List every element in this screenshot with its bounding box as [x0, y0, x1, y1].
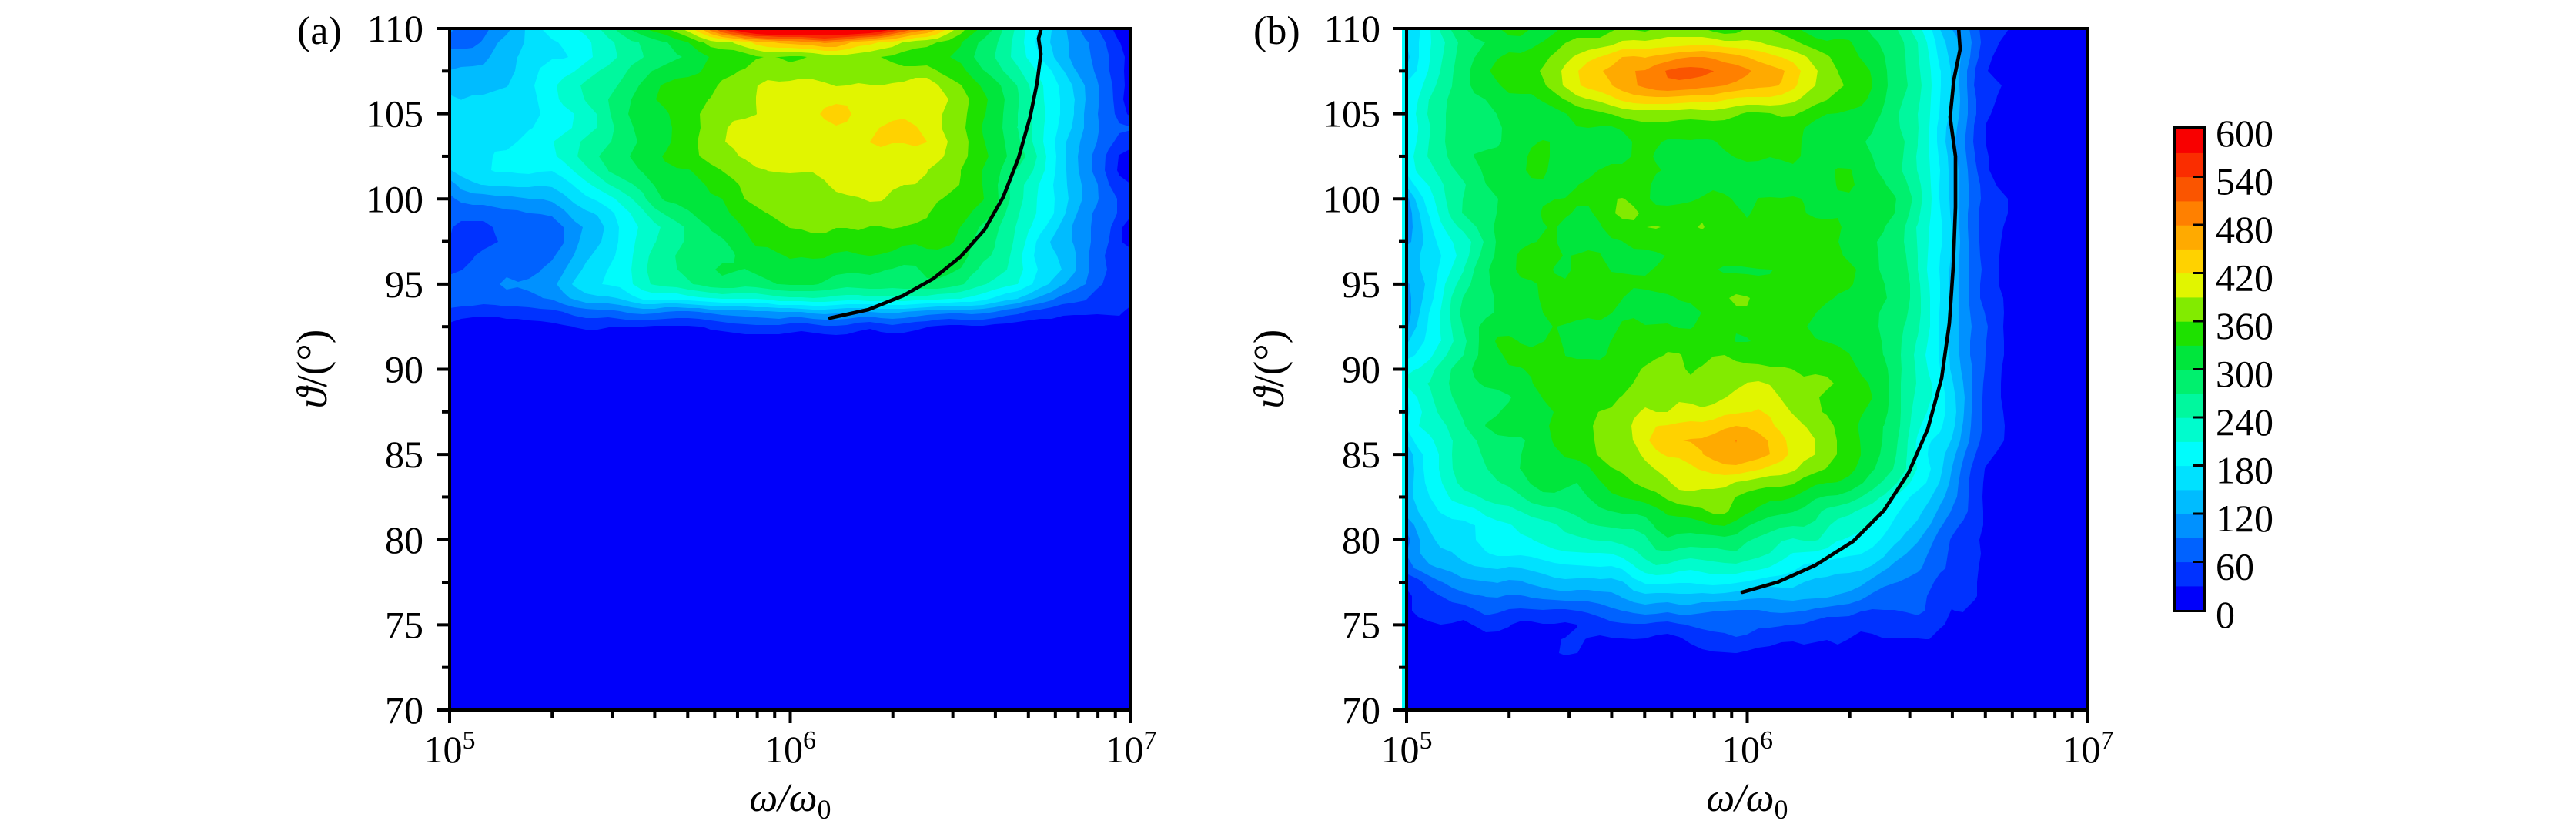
- svg-text:85: 85: [385, 433, 423, 476]
- svg-text:100: 100: [366, 177, 423, 220]
- svg-text:85: 85: [1342, 433, 1380, 476]
- svg-text:ϑ/(°): ϑ/(°): [289, 330, 336, 409]
- svg-text:600: 600: [2216, 112, 2273, 155]
- svg-text:107: 107: [1106, 726, 1157, 771]
- svg-text:80: 80: [385, 518, 423, 561]
- svg-text:95: 95: [1342, 263, 1380, 306]
- svg-text:60: 60: [2216, 545, 2254, 588]
- svg-text:106: 106: [764, 726, 816, 771]
- svg-text:75: 75: [385, 603, 423, 646]
- svg-text:(a): (a): [297, 9, 342, 53]
- svg-text:ω/ω0: ω/ω0: [1707, 776, 1788, 825]
- svg-text:90: 90: [1342, 348, 1380, 391]
- svg-text:ω/ω0: ω/ω0: [750, 776, 831, 825]
- svg-text:0: 0: [2216, 593, 2235, 636]
- svg-text:300: 300: [2216, 353, 2273, 396]
- svg-text:100: 100: [1323, 177, 1380, 220]
- svg-text:360: 360: [2216, 304, 2273, 347]
- svg-text:70: 70: [1342, 688, 1380, 732]
- svg-text:80: 80: [1342, 518, 1380, 561]
- svg-text:105: 105: [1381, 726, 1433, 771]
- svg-text:105: 105: [1323, 92, 1380, 136]
- svg-text:105: 105: [424, 726, 476, 771]
- svg-text:107: 107: [2062, 726, 2114, 771]
- svg-text:75: 75: [1342, 603, 1380, 646]
- svg-text:70: 70: [385, 688, 423, 732]
- svg-text:(b): (b): [1253, 9, 1300, 53]
- svg-text:90: 90: [385, 348, 423, 391]
- svg-text:420: 420: [2216, 256, 2273, 300]
- svg-text:ϑ/(°): ϑ/(°): [1246, 330, 1293, 409]
- svg-text:120: 120: [2216, 497, 2273, 540]
- svg-text:110: 110: [367, 7, 423, 50]
- svg-text:540: 540: [2216, 160, 2273, 203]
- svg-text:480: 480: [2216, 208, 2273, 251]
- svg-text:95: 95: [385, 263, 423, 306]
- svg-text:105: 105: [366, 92, 423, 136]
- svg-text:106: 106: [1721, 726, 1773, 771]
- svg-text:110: 110: [1324, 7, 1380, 50]
- svg-text:180: 180: [2216, 449, 2273, 492]
- svg-text:240: 240: [2216, 400, 2273, 444]
